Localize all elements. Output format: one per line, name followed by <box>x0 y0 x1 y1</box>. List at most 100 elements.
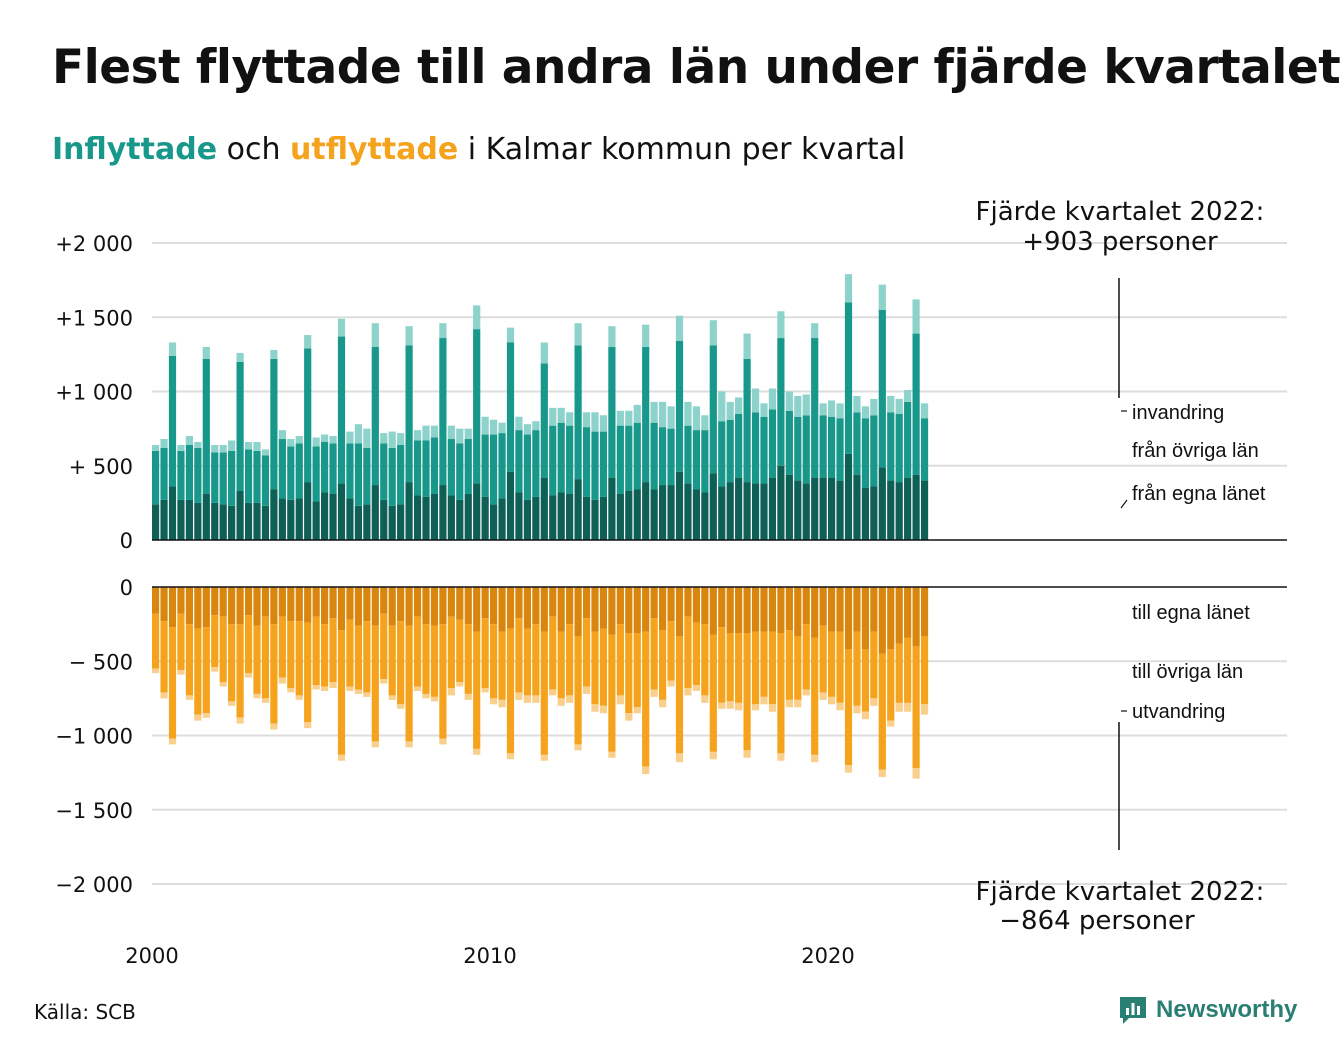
bar-to-own-county <box>481 587 489 619</box>
bar-from-own-county <box>363 504 371 540</box>
bar-from-own-county <box>633 489 641 540</box>
bar-from-own-county <box>625 490 633 540</box>
bar-from-own-county <box>777 465 785 540</box>
bar-to-other-counties <box>625 633 633 714</box>
bar-from-other-counties <box>287 446 295 500</box>
bar-from-own-county <box>261 505 270 540</box>
bar-immigration <box>768 388 777 410</box>
series-label-emigration: utvandring <box>1132 701 1225 723</box>
bar-from-other-counties <box>304 348 312 483</box>
bar-from-other-counties <box>599 431 608 497</box>
bar-to-own-county <box>540 587 548 632</box>
bar-to-other-counties <box>608 634 616 752</box>
bar-emigration <box>785 699 793 708</box>
bar-to-other-counties <box>692 622 700 686</box>
y-tick-label-bottom: 0 <box>120 576 133 600</box>
bar-to-other-counties <box>515 618 523 693</box>
bar-to-other-counties <box>473 631 481 749</box>
bar-to-own-county <box>532 587 540 625</box>
bar-from-own-county <box>557 492 565 540</box>
bar-to-own-county <box>794 587 802 637</box>
bar-emigration <box>844 765 853 773</box>
bar-from-other-counties <box>228 450 236 506</box>
bar-emigration <box>675 753 684 763</box>
bar-emigration <box>861 711 869 720</box>
bar-to-own-county <box>549 587 557 617</box>
bar-from-own-county <box>168 486 177 540</box>
bar-from-own-county <box>811 477 819 540</box>
y-tick-label-top: +1 500 <box>55 306 133 330</box>
bar-to-other-counties <box>735 633 743 703</box>
bar-from-own-county <box>312 501 320 540</box>
bar-to-other-counties <box>582 618 591 687</box>
bar-immigration <box>219 444 227 453</box>
newsworthy-logo[interactable]: Newsworthy <box>1118 995 1297 1025</box>
bar-immigration <box>413 430 422 441</box>
bar-emigration <box>236 717 244 724</box>
bar-to-other-counties <box>785 630 793 700</box>
bar-from-other-counties <box>777 338 785 466</box>
bar-from-other-counties <box>532 430 540 497</box>
bar-emigration <box>346 686 354 691</box>
series-label-to-own-county: till egna länet <box>1132 602 1250 624</box>
bar-to-own-county <box>684 587 692 617</box>
bar-emigration <box>244 673 253 678</box>
bar-from-own-county <box>895 482 903 540</box>
bar-from-other-counties <box>464 439 472 494</box>
bar-to-other-counties <box>413 616 422 687</box>
bar-from-own-county <box>920 480 929 540</box>
bar-emigration <box>667 680 675 687</box>
bar-immigration <box>920 403 929 419</box>
bar-emigration <box>811 754 819 763</box>
bar-from-own-county <box>287 499 295 540</box>
bar-emigration <box>312 685 320 690</box>
bar-emigration <box>591 704 599 712</box>
annotation-top-line1: Fjärde kvartalet 2022: <box>976 197 1265 227</box>
bar-immigration <box>228 440 236 451</box>
bar-emigration <box>870 698 878 706</box>
bar-from-own-county <box>912 474 920 540</box>
bar-from-other-counties <box>574 345 582 480</box>
bar-to-own-county <box>194 587 202 629</box>
bar-to-other-counties <box>490 624 498 699</box>
bar-from-own-county <box>768 477 777 540</box>
bar-from-other-counties <box>887 412 895 481</box>
bar-from-own-county <box>439 485 447 540</box>
bar-emigration <box>253 693 261 699</box>
bar-to-own-county <box>701 587 709 625</box>
bar-emigration <box>304 722 312 729</box>
bar-from-other-counties <box>692 430 700 490</box>
bar-from-other-counties <box>202 358 210 494</box>
bar-to-other-counties <box>895 643 903 703</box>
bar-from-own-county <box>177 499 185 540</box>
bar-emigration <box>659 699 667 708</box>
bar-emigration <box>380 679 388 684</box>
bar-emigration <box>751 704 760 711</box>
bar-to-own-county <box>895 587 903 644</box>
bar-immigration <box>456 428 464 444</box>
bar-from-own-county <box>228 505 236 540</box>
bar-from-other-counties <box>709 345 717 474</box>
bar-emigration <box>388 695 396 700</box>
bar-to-own-county <box>515 587 523 619</box>
bar-to-own-county <box>853 587 861 632</box>
bar-to-own-county <box>920 587 929 637</box>
bar-from-own-county <box>582 496 591 540</box>
label-tick <box>1120 499 1128 509</box>
bar-to-other-counties <box>904 637 912 703</box>
bar-to-own-county <box>490 587 498 625</box>
bar-to-other-counties <box>278 616 286 678</box>
bar-from-other-counties <box>253 450 261 503</box>
bar-to-other-counties <box>304 622 312 723</box>
bar-emigration <box>287 687 295 693</box>
bar-immigration <box>904 390 912 402</box>
bar-from-own-county <box>667 485 675 540</box>
bar-emigration <box>456 682 464 687</box>
bar-emigration <box>887 720 895 727</box>
bar-from-own-county <box>490 504 498 540</box>
series-label-immigration: invandring <box>1132 402 1224 424</box>
bar-to-own-county <box>329 587 337 619</box>
bar-from-other-counties <box>675 341 684 472</box>
x-tick-label: 2020 <box>801 944 854 968</box>
bar-to-other-counties <box>802 624 810 690</box>
